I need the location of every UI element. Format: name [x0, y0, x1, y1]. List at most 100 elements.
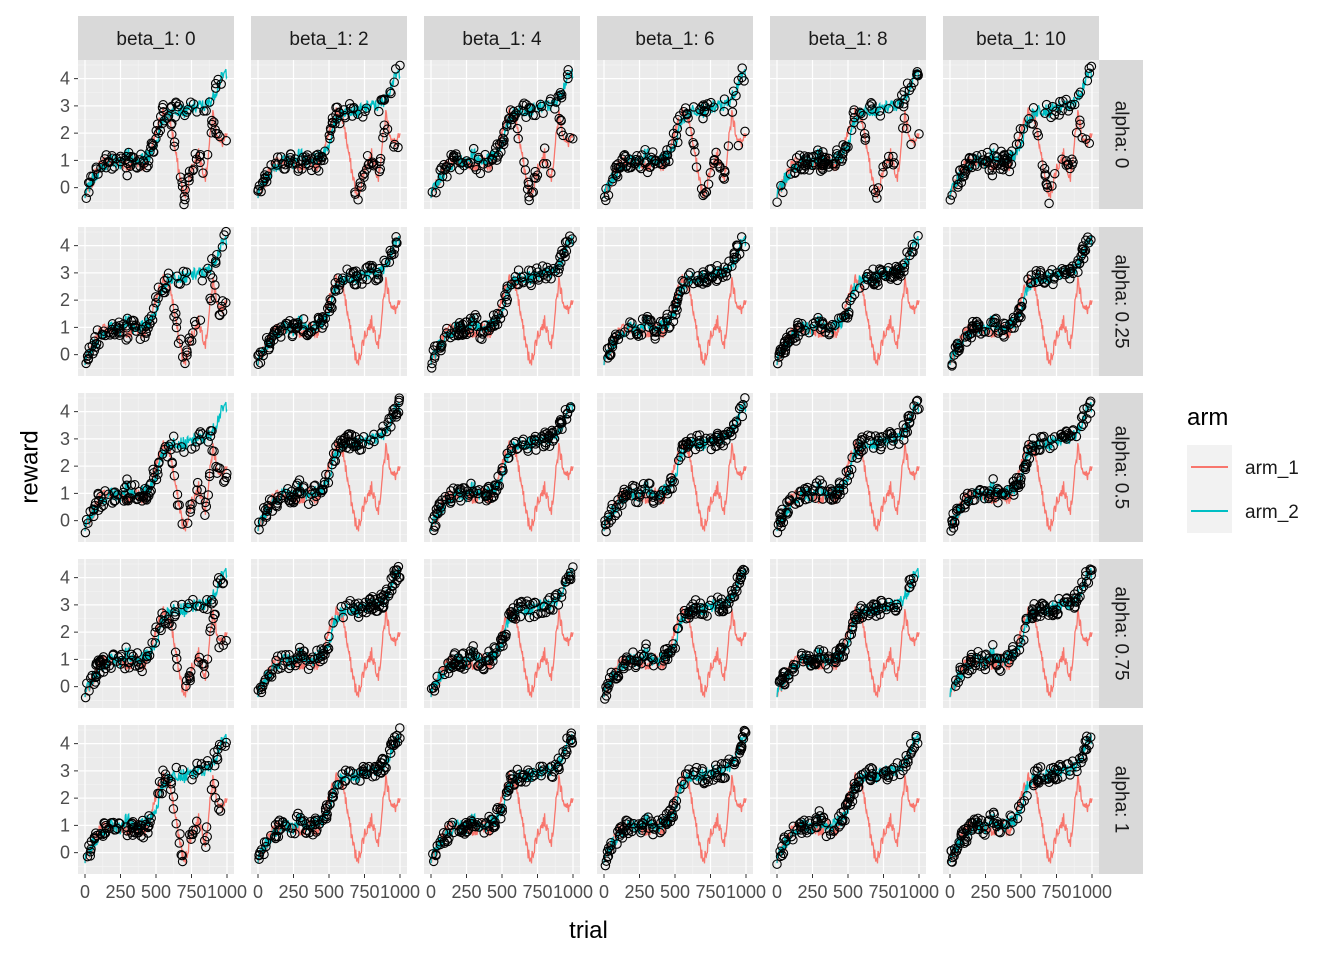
data-point	[698, 190, 708, 201]
data-point	[318, 485, 328, 495]
data-point	[878, 167, 888, 178]
data-point	[541, 607, 551, 618]
x-axis-title: trial	[569, 917, 608, 944]
data-point	[201, 501, 212, 512]
data-point	[556, 92, 567, 103]
data-point	[873, 183, 884, 193]
data-point	[825, 655, 835, 665]
data-point	[195, 494, 205, 505]
panel-4-0	[78, 725, 234, 874]
data-point	[644, 162, 655, 172]
data-point	[394, 397, 404, 408]
data-point	[831, 494, 841, 504]
data-point	[875, 609, 885, 620]
data-point	[685, 609, 696, 620]
data-point	[854, 614, 865, 624]
data-point	[1023, 274, 1033, 284]
data-point	[844, 470, 855, 480]
data-point	[502, 284, 512, 294]
data-point	[954, 345, 964, 356]
data-point	[731, 90, 741, 101]
data-point	[1073, 255, 1083, 265]
data-point	[202, 595, 212, 605]
data-point	[132, 657, 143, 667]
data-point	[256, 687, 267, 698]
data-point	[1021, 613, 1031, 624]
data-point	[813, 647, 823, 657]
data-point	[668, 128, 679, 139]
data-point	[964, 329, 975, 340]
legend: arm arm_1 arm_2	[1187, 404, 1299, 533]
data-point	[260, 172, 270, 183]
data-point	[165, 439, 176, 449]
data-point	[283, 158, 294, 169]
data-point	[207, 426, 217, 436]
data-point	[1070, 601, 1080, 612]
points-group	[600, 393, 750, 537]
data-point	[913, 69, 923, 80]
data-point	[385, 245, 395, 256]
data-point	[205, 293, 215, 304]
data-point	[1066, 100, 1077, 110]
y-tick-label: 1	[60, 150, 70, 170]
data-point	[1059, 431, 1069, 442]
data-point	[1085, 564, 1095, 574]
data-point	[967, 323, 977, 333]
data-point	[210, 280, 220, 290]
data-point	[641, 314, 652, 324]
data-point	[858, 110, 868, 121]
data-point	[327, 459, 337, 470]
y-tick-label: 1	[60, 317, 70, 337]
data-point	[718, 172, 729, 183]
data-point	[859, 128, 870, 139]
data-point	[658, 317, 668, 327]
data-point	[615, 163, 625, 173]
data-point	[506, 611, 517, 622]
data-point	[531, 173, 541, 183]
data-point	[1023, 444, 1033, 455]
data-point	[467, 320, 477, 331]
data-point	[333, 273, 343, 283]
panel-4-5	[943, 725, 1099, 874]
data-point	[705, 433, 716, 443]
data-point	[158, 287, 169, 298]
data-point	[460, 326, 470, 337]
data-point	[1060, 432, 1070, 443]
data-point	[351, 266, 361, 276]
data-point	[885, 426, 895, 437]
data-point	[1067, 426, 1078, 436]
data-point	[212, 468, 222, 478]
data-point	[818, 160, 828, 170]
data-point	[1018, 462, 1029, 473]
x-tick-label: 250	[797, 882, 827, 902]
data-point	[961, 656, 972, 666]
data-point	[266, 160, 276, 170]
data-point	[472, 486, 482, 496]
data-point	[666, 143, 676, 153]
data-point	[144, 811, 154, 821]
data-point	[886, 274, 896, 284]
data-point	[361, 103, 372, 113]
data-point	[114, 330, 125, 341]
data-point	[972, 488, 982, 499]
data-point	[787, 491, 797, 501]
data-point	[454, 318, 465, 328]
data-point	[633, 328, 643, 339]
data-point	[817, 479, 828, 489]
data-point	[489, 321, 499, 332]
data-point	[1065, 263, 1075, 274]
data-point	[389, 569, 400, 579]
data-point	[1047, 181, 1057, 191]
data-point	[811, 659, 821, 670]
data-point	[1036, 431, 1046, 442]
data-point	[497, 298, 507, 309]
data-point	[154, 788, 165, 799]
data-point	[257, 516, 268, 527]
panel-2-2	[424, 393, 580, 542]
data-point	[685, 126, 695, 137]
data-point	[168, 804, 179, 814]
data-point	[210, 609, 220, 620]
data-point	[881, 602, 892, 612]
data-point	[652, 321, 663, 332]
data-point	[387, 585, 397, 596]
